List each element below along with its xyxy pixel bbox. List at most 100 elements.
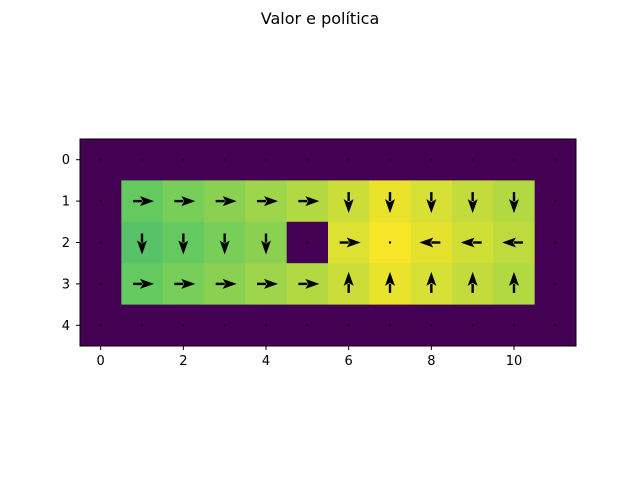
policy-dot [140,158,144,161]
arrow-head [509,271,519,286]
policy-arrow-up [426,271,437,293]
heatmap-cells [80,139,577,347]
heatmap-cell [328,221,370,264]
policy-arrow-left [460,237,482,248]
arrow-shaft [133,282,142,286]
policy-arrow-down [343,192,354,214]
arrow-head [467,199,478,214]
arrow-shaft [430,283,433,293]
arrow-head [426,271,437,286]
arrow-head [385,271,395,286]
arrow-shaft [264,233,268,243]
heatmap-cell [121,180,164,223]
policy-dot [99,241,102,244]
policy-dot [99,158,102,161]
chart-title: Valor e política [261,9,380,28]
arrow-shaft [257,199,266,203]
policy-arrow-right [174,196,196,207]
arrow-head [305,196,320,207]
arrow-head [467,271,478,286]
policy-dot [264,158,268,161]
arrow-shaft [182,233,185,243]
arrow-shaft [430,192,433,202]
arrow-shaft [174,282,184,286]
y-axis: 0 1 2 3 4 [62,153,80,334]
policy-arrow-up [343,271,354,293]
arrow-shaft [472,241,482,244]
arrow-head [181,278,196,289]
arrow-shaft [298,199,308,203]
policy-arrows [99,158,557,327]
arrow-shaft [174,199,184,203]
arrow-shaft [140,233,144,243]
policy-arrow-down [137,233,147,255]
policy-dot [430,158,433,161]
arrow-head [305,278,320,289]
arrow-head [502,237,516,248]
policy-dot [306,158,309,161]
policy-dot [554,241,557,244]
policy-dot [182,324,185,327]
heatmap-cell [328,180,370,223]
policy-dot [223,158,226,161]
policy-arrow-right [133,196,154,207]
arrow-shaft [512,192,516,202]
policy-dot [512,324,516,327]
policy-dot [99,199,102,203]
policy-arrow-right [174,278,196,289]
policy-arrow-down [467,192,478,214]
arrow-shaft [431,241,441,244]
x-tick-label: 10 [506,354,523,369]
heatmap-cell [162,263,205,306]
arrow-head [222,196,237,207]
arrow-shaft [512,283,516,293]
policy-arrow-left [419,237,441,248]
x-tick-label: 4 [262,354,270,369]
y-tick-label: 2 [62,236,70,251]
arrow-head [219,240,230,255]
policy-dot [554,199,557,203]
heatmap-cell [245,221,288,264]
arrow-shaft [388,192,392,202]
policy-arrow-left [502,237,523,248]
policy-dot [99,324,102,327]
arrow-head [264,196,278,207]
policy-dot [554,158,557,161]
policy-dot [471,158,474,161]
heatmap-cell [369,180,412,223]
arrow-shaft [223,233,226,243]
arrow-shaft [471,283,474,293]
heatmap-cell [286,180,329,223]
heatmap-cell [410,180,453,223]
heatmap-cell [452,180,494,223]
arrow-head [181,196,196,207]
arrow-shaft [388,283,392,293]
arrow-head [140,196,154,207]
policy-dot [471,324,474,327]
heatmap-cell [286,263,329,306]
policy-dot [554,282,557,286]
policy-arrow-down [219,233,230,255]
policy-arrow-right [257,196,278,207]
policy-dot [347,158,350,161]
x-tick-label: 0 [97,354,105,369]
policy-dot [388,158,392,161]
policy-arrow-up [467,271,478,293]
arrow-head [137,240,147,255]
x-tick-label: 2 [179,354,187,369]
arrow-head [343,271,354,286]
heatmap-cell [245,263,288,306]
y-tick-label: 0 [62,153,70,168]
arrow-shaft [257,282,266,286]
policy-arrow-down [178,233,189,255]
arrow-head [385,199,395,214]
policy-arrow-right [298,278,320,289]
policy-dot [306,324,309,327]
arrow-head [178,240,189,255]
arrow-head [264,278,278,289]
heatmap-cell [204,221,246,264]
y-tick-label: 3 [62,277,70,292]
policy-dot [512,158,516,161]
policy-arrow-right [133,278,154,289]
arrow-shaft [347,192,350,202]
